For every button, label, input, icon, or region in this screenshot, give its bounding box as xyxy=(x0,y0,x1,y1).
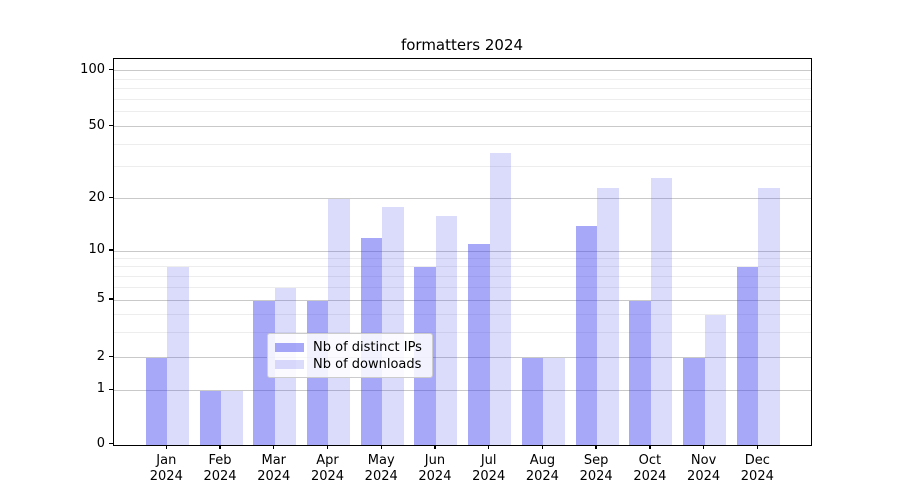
bar-downloads-oct xyxy=(650,178,673,445)
y-tick-mark-0 xyxy=(109,442,113,445)
x-tick-label-oct: Oct 2024 xyxy=(633,453,667,484)
y-tick-label-50: 50 xyxy=(88,117,105,133)
y-tick-label-10: 10 xyxy=(88,242,105,257)
x-tick-mark-may xyxy=(380,445,382,450)
y-tick-mark-2 xyxy=(109,355,113,358)
legend-swatch-downloads xyxy=(275,360,304,369)
major-gridline-1 xyxy=(114,389,811,391)
x-tick-label-jul: Jul 2024 xyxy=(472,453,506,484)
legend-swatch-distinct-ips xyxy=(275,343,304,352)
x-tick-label-apr: Apr 2024 xyxy=(310,453,345,484)
y-tick-mark-1 xyxy=(109,388,113,390)
x-tick-mark-aug xyxy=(541,445,544,450)
x-tick-mark-jun xyxy=(434,445,436,450)
x-tick-mark-dec xyxy=(756,445,759,450)
minor-gridline-70 xyxy=(114,98,811,100)
legend-row-distinct-ips: Nb of distinct IPs xyxy=(275,339,424,356)
minor-gridline-4 xyxy=(114,313,811,315)
y-tick-label-20: 20 xyxy=(88,189,105,205)
bar-downloads-sep xyxy=(597,188,619,445)
minor-gridline-9 xyxy=(114,257,811,259)
x-tick-label-mar: Mar 2024 xyxy=(257,453,291,484)
y-tick-label-5: 5 xyxy=(96,291,105,306)
x-tick-label-dec: Dec 2024 xyxy=(740,453,774,484)
x-tick-mark-sep xyxy=(595,445,597,450)
bar-downloads-dec xyxy=(758,188,780,445)
chart-title: formatters 2024 xyxy=(400,36,524,54)
x-tick-mark-jul xyxy=(487,445,490,450)
minor-gridline-30 xyxy=(114,166,811,168)
minor-gridline-6 xyxy=(114,286,811,288)
bar-distinct-ips-nov xyxy=(683,358,705,445)
minor-gridline-80 xyxy=(114,88,811,90)
bar-distinct-ips-feb xyxy=(199,390,222,445)
minor-gridline-90 xyxy=(114,78,811,80)
legend-row-downloads: Nb of downloads xyxy=(275,356,424,373)
bar-downloads-aug xyxy=(543,358,565,445)
y-tick-mark-50 xyxy=(109,124,113,127)
x-tick-label-nov: Nov 2024 xyxy=(687,453,721,484)
x-tick-label-may: May 2024 xyxy=(364,453,398,484)
bar-distinct-ips-sep xyxy=(575,226,598,445)
y-tick-mark-20 xyxy=(109,196,113,199)
x-tick-mark-apr xyxy=(326,445,329,450)
legend-label-downloads: Nb of downloads xyxy=(313,356,422,372)
y-tick-mark-5 xyxy=(109,298,113,300)
bar-downloads-nov xyxy=(704,314,727,445)
bar-downloads-apr xyxy=(328,199,350,445)
legend: Nb of distinct IPs Nb of downloads xyxy=(267,333,433,378)
bar-downloads-jun xyxy=(435,215,458,445)
x-tick-label-jun: Jun 2024 xyxy=(418,453,452,484)
minor-gridline-60 xyxy=(114,111,811,113)
major-gridline-100 xyxy=(114,70,811,71)
bar-downloads-feb xyxy=(221,390,243,445)
y-tick-label-100: 100 xyxy=(80,61,105,77)
minor-gridline-8 xyxy=(114,266,811,268)
bar-downloads-may xyxy=(382,206,404,445)
legend-label-distinct-ips: Nb of distinct IPs xyxy=(313,339,422,355)
minor-gridline-40 xyxy=(114,143,811,145)
y-tick-label-0: 0 xyxy=(96,435,105,451)
minor-gridline-3 xyxy=(114,331,811,333)
major-gridline-10 xyxy=(114,250,811,252)
bar-downloads-jul xyxy=(489,152,512,445)
x-tick-mark-jan xyxy=(165,445,167,450)
x-tick-mark-nov xyxy=(702,445,705,450)
x-tick-mark-mar xyxy=(273,445,275,450)
bar-distinct-ips-jan xyxy=(145,358,168,445)
plot-area xyxy=(113,58,812,446)
y-tick-mark-10 xyxy=(109,249,113,251)
major-gridline-5 xyxy=(114,299,811,301)
y-tick-label-1: 1 xyxy=(96,381,105,397)
x-tick-label-feb: Feb 2024 xyxy=(203,453,237,484)
x-tick-label-aug: Aug 2024 xyxy=(525,453,559,484)
x-tick-label-jan: Jan 2024 xyxy=(149,453,183,484)
minor-gridline-7 xyxy=(114,275,811,277)
major-gridline-20 xyxy=(114,198,811,199)
bar-distinct-ips-oct xyxy=(629,300,651,445)
major-gridline-2 xyxy=(114,357,811,358)
major-gridline-50 xyxy=(114,126,811,127)
y-tick-mark-100 xyxy=(109,68,113,71)
bar-distinct-ips-dec xyxy=(736,267,759,445)
bar-distinct-ips-aug xyxy=(521,358,544,445)
bar-downloads-jan xyxy=(167,267,189,445)
y-tick-label-2: 2 xyxy=(96,348,105,364)
x-tick-label-sep: Sep 2024 xyxy=(579,453,613,484)
bar-distinct-ips-jul xyxy=(468,244,490,445)
x-tick-mark-feb xyxy=(219,445,221,450)
x-tick-mark-oct xyxy=(649,445,651,450)
